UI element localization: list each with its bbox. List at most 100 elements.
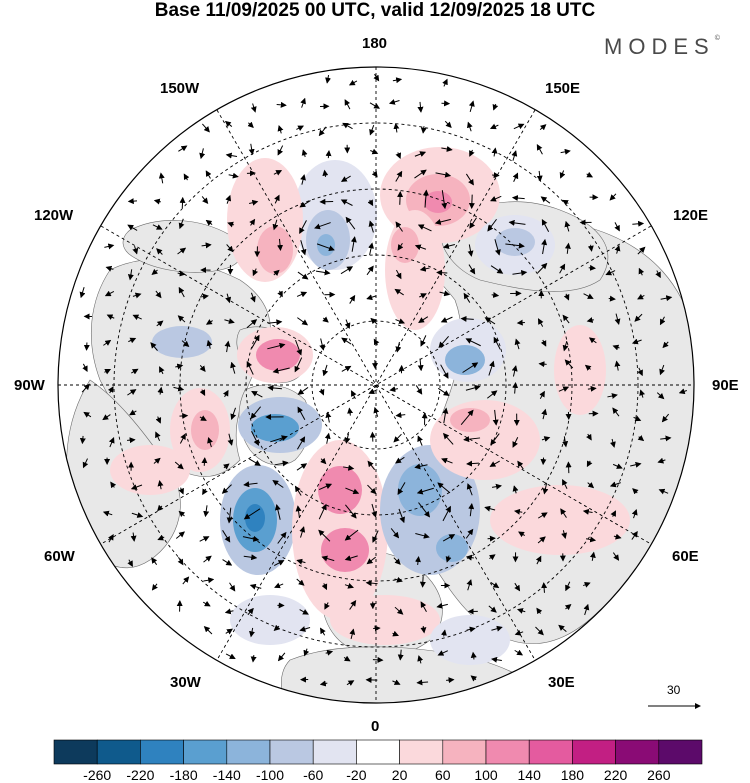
wind-vector — [539, 124, 547, 131]
lon-label-90e: 90E — [712, 377, 739, 394]
lon-label-60w: 60W — [44, 548, 75, 565]
wind-vector — [324, 602, 330, 610]
wind-vector — [466, 483, 473, 496]
wind-vector — [462, 362, 479, 373]
wind-vector — [250, 292, 256, 303]
wind-vector — [82, 458, 89, 469]
wind-vector — [582, 582, 591, 588]
wind-vector — [440, 316, 453, 323]
wind-vector — [315, 269, 331, 276]
wind-vector — [277, 125, 284, 134]
anomaly-blob — [430, 400, 540, 480]
wind-vector — [561, 530, 568, 539]
lon-label-150e: 150E — [545, 80, 581, 97]
wind-vector — [344, 99, 351, 110]
wind-vector — [296, 291, 308, 298]
wind-vector — [316, 243, 335, 252]
wind-vector — [564, 220, 571, 232]
wind-vector — [127, 437, 136, 444]
wind-vector — [490, 581, 500, 589]
wind-vector — [612, 463, 623, 469]
wind-vector — [273, 170, 283, 176]
wind-vector — [273, 269, 280, 277]
wind-vector — [340, 199, 353, 206]
wind-vector — [541, 436, 551, 442]
wind-vector — [442, 534, 456, 542]
colorbar-swatch — [572, 739, 616, 765]
wind-vector — [514, 649, 524, 656]
wind-vector — [418, 502, 431, 518]
colorbar-label: 60 — [435, 767, 451, 783]
wind-vector — [127, 224, 138, 231]
wind-vector — [536, 607, 543, 615]
wind-vector — [414, 244, 427, 251]
wind-vector — [300, 174, 306, 185]
wind-vector — [319, 338, 326, 351]
wind-vector — [156, 248, 163, 255]
wind-vector — [417, 435, 423, 446]
wind-vector — [537, 262, 548, 274]
wind-vector — [277, 531, 287, 544]
brand-mark: © — [714, 34, 720, 42]
wind-vector — [436, 269, 448, 276]
wind-vector — [225, 152, 238, 159]
wind-vector — [325, 150, 332, 159]
map-boundary — [57, 66, 695, 704]
wind-vector — [225, 653, 236, 660]
wind-vector — [395, 456, 405, 464]
wind-vector — [277, 652, 286, 662]
wind-vector — [518, 531, 526, 538]
wind-vector — [491, 291, 500, 298]
wind-vector — [270, 435, 288, 443]
wind-vector — [247, 607, 254, 616]
wind-vector — [512, 172, 519, 182]
wind-vector — [223, 463, 230, 470]
wind-vector — [539, 390, 545, 399]
wind-vector — [658, 488, 669, 495]
wind-vector — [637, 246, 646, 255]
wind-vector — [151, 583, 158, 591]
wind-vector — [466, 121, 473, 132]
wind-vector — [414, 463, 428, 470]
wind-vector — [248, 143, 255, 156]
wind-vector — [200, 293, 209, 300]
wind-vector — [560, 508, 567, 518]
wind-vector — [392, 77, 403, 84]
wind-vector — [390, 528, 400, 539]
wind-vector — [562, 478, 568, 489]
wind-vector — [203, 626, 213, 635]
wind-vector — [564, 604, 572, 611]
wind-vector — [491, 656, 502, 663]
wind-vector — [422, 189, 429, 208]
wind-vector — [368, 242, 374, 256]
wind-vector — [368, 388, 378, 395]
wind-vector — [366, 556, 377, 565]
wind-vector — [299, 220, 307, 234]
wind-vector — [468, 100, 475, 113]
wind-vector — [199, 536, 210, 542]
wind-vector — [318, 483, 333, 491]
wind-vector — [420, 126, 427, 134]
wind-vector — [630, 461, 642, 468]
anomaly-blob — [450, 408, 490, 432]
anomaly-blob — [257, 226, 293, 274]
wind-vector — [225, 194, 232, 204]
wind-vector — [657, 457, 666, 464]
wind-vector — [131, 512, 144, 518]
wind-vector — [157, 534, 165, 541]
wind-vector — [272, 479, 284, 488]
wind-vector — [249, 583, 262, 590]
wind-vector — [318, 529, 331, 542]
wind-vector — [513, 508, 523, 515]
lon-label-30e: 30E — [548, 674, 575, 691]
wind-vector — [295, 339, 303, 356]
wind-vector — [395, 412, 406, 419]
wind-vector — [558, 624, 567, 633]
colorbar-label: -20 — [346, 767, 367, 783]
wind-vector — [340, 175, 351, 182]
colorbar-label: 220 — [603, 767, 628, 783]
wind-vector — [516, 608, 526, 614]
wind-vector — [177, 270, 186, 277]
wind-vector — [614, 313, 621, 325]
wind-vector — [435, 171, 452, 178]
